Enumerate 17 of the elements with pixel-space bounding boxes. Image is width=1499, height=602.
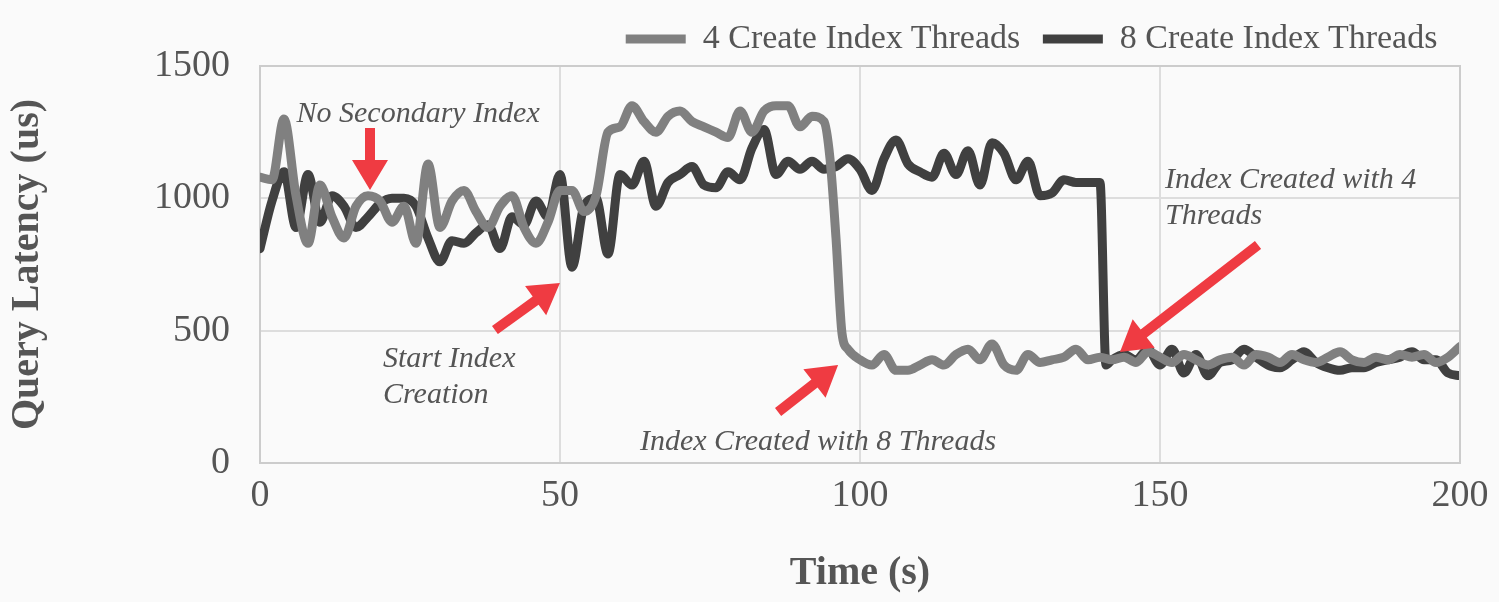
annotation: Start Index Creation (383, 339, 517, 411)
y-tick-label: 1000 (154, 174, 230, 217)
x-axis-title: Time (s) (789, 548, 931, 594)
legend-label: 4 Create Index Threads (702, 17, 1021, 55)
y-tick-label: 0 (211, 438, 230, 481)
x-tick-label: 50 (541, 471, 579, 514)
y-axis-title: Query Latency (us) (2, 98, 48, 431)
x-tick-label: 150 (1131, 471, 1189, 514)
annotation: Index Created with 8 Threads (640, 422, 997, 458)
annotation: No Secondary Index (296, 94, 540, 130)
annotation: Index Created with 4 Threads (1165, 160, 1418, 232)
y-tick-label: 1500 (154, 41, 230, 84)
x-tick-label: 100 (831, 471, 889, 514)
y-tick-label: 500 (173, 306, 230, 349)
x-tick-label: 0 (250, 471, 270, 514)
x-tick-label: 200 (1431, 471, 1489, 514)
legend-label: 8 Create Index Threads (1119, 17, 1438, 55)
